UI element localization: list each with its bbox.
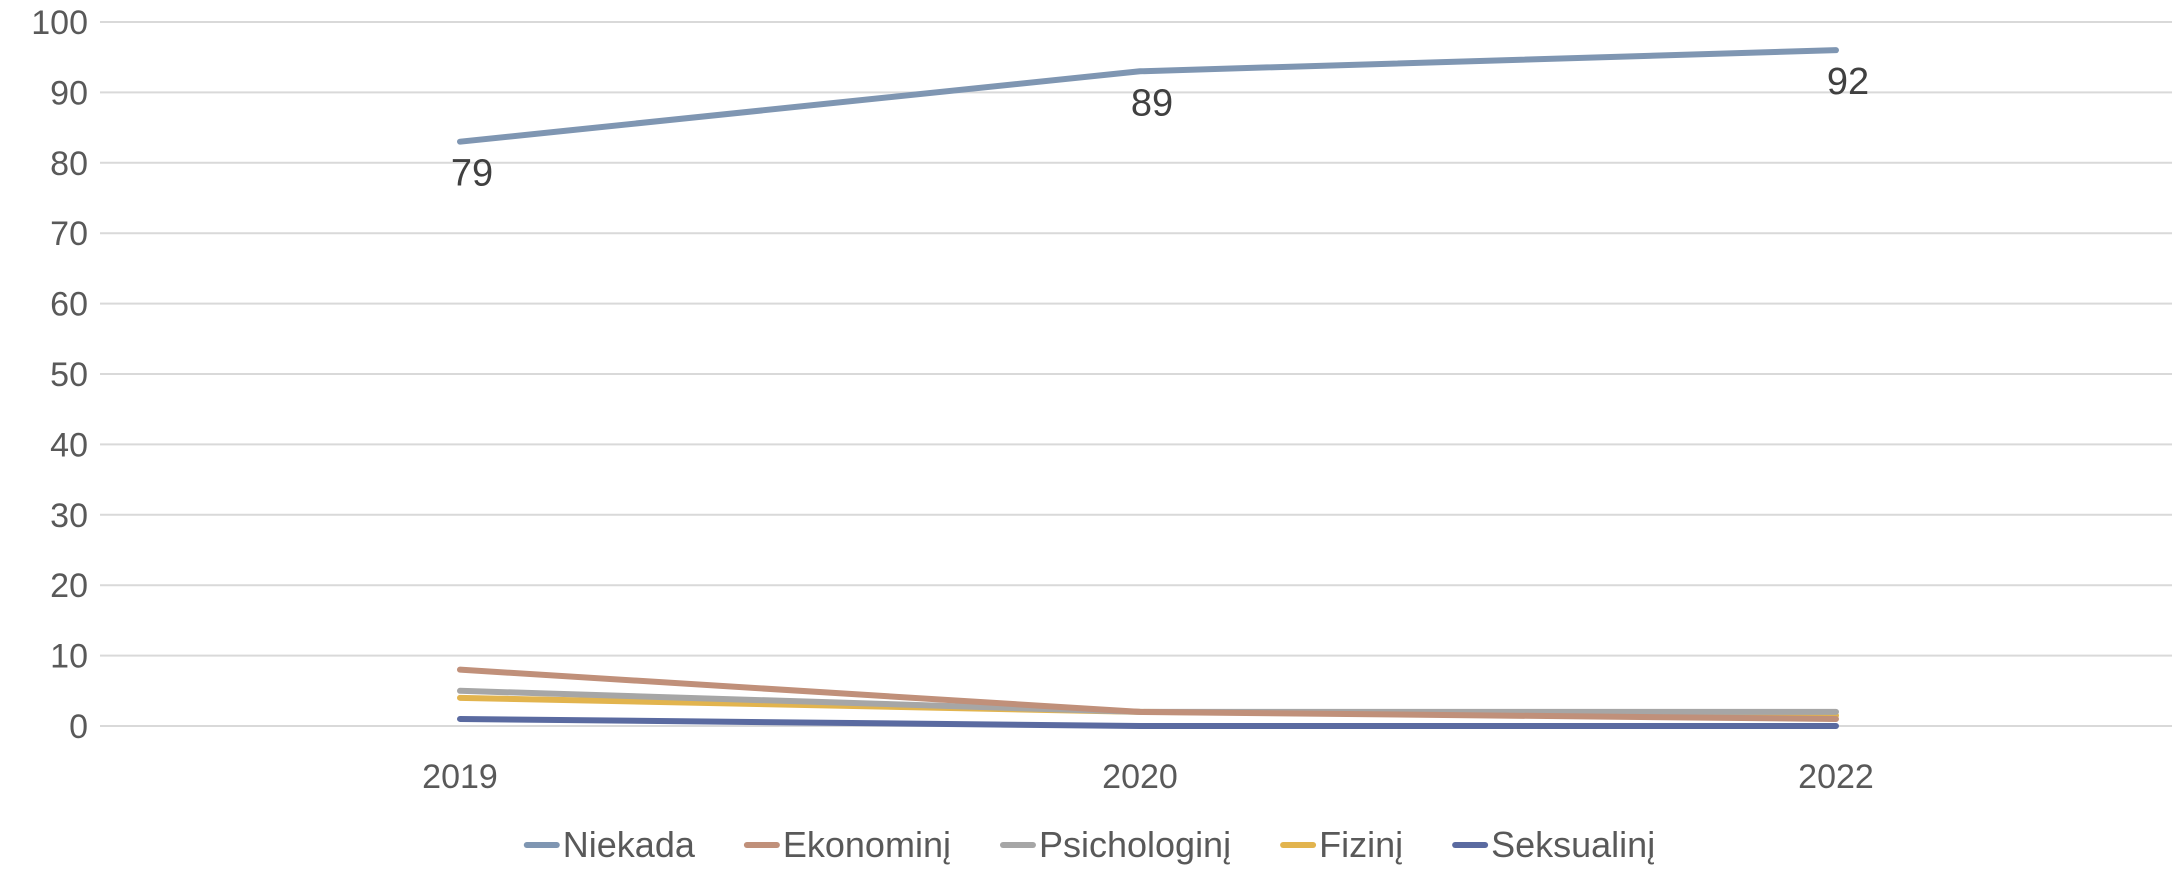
legend-label-niekada: Niekada xyxy=(563,824,696,865)
y-tick-label: 10 xyxy=(50,638,88,676)
y-tick-label: 20 xyxy=(50,567,88,605)
y-tick-label: 50 xyxy=(50,356,88,394)
data-label: 92 xyxy=(1827,61,1869,103)
gridlines xyxy=(100,21,2172,727)
data-label: 79 xyxy=(451,153,493,195)
legend-label-ekonomini-: Ekonominį xyxy=(783,824,951,865)
legend-label-seksualini-: Seksualinį xyxy=(1491,824,1655,865)
y-axis: 0 10 20 30 40 50 60 70 80 90 100 xyxy=(31,4,88,746)
series-line-ekonomini- xyxy=(457,666,1839,722)
y-tick-label: 40 xyxy=(50,426,88,464)
series-lines xyxy=(457,47,1839,729)
legend-label-fizini-: Fizinį xyxy=(1319,824,1403,865)
data-label: 89 xyxy=(1131,82,1173,124)
x-tick-label: 2020 xyxy=(1102,758,1178,796)
y-tick-label: 70 xyxy=(50,215,88,253)
legend-label-psichologini-: Psichologinį xyxy=(1039,824,1231,865)
y-tick-label: 30 xyxy=(50,497,88,535)
data-labels: 79 89 92 xyxy=(451,61,1869,195)
x-tick-label: 2019 xyxy=(422,758,498,796)
y-tick-label: 0 xyxy=(69,708,88,746)
y-tick-label: 60 xyxy=(50,286,88,324)
x-axis: 2019 2020 2022 xyxy=(422,758,1874,796)
y-tick-label: 100 xyxy=(31,4,88,42)
y-tick-label: 80 xyxy=(50,145,88,183)
legend: Niekada Ekonominį Psichologinį Fizinį Seksua… xyxy=(523,824,1655,865)
y-tick-label: 90 xyxy=(50,74,88,112)
x-tick-label: 2022 xyxy=(1798,758,1874,796)
series-line-seksualini- xyxy=(457,715,1839,729)
series-line-niekada xyxy=(457,47,1839,145)
